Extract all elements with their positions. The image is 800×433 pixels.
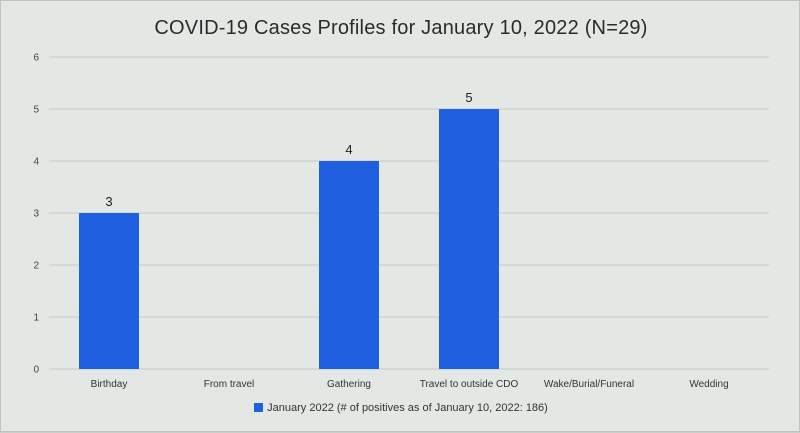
legend-swatch [254, 403, 264, 412]
y-tick-label: 2 [33, 261, 39, 272]
bar-birthday [79, 213, 139, 369]
chart-title: COVID-19 Cases Profiles for January 10, … [154, 17, 648, 39]
y-axis-ticks: 0 1 2 3 4 5 6 [33, 53, 39, 376]
bars [79, 109, 499, 369]
data-labels: 3 4 5 [105, 90, 472, 209]
data-label: 5 [465, 90, 472, 105]
y-tick-label: 5 [33, 105, 39, 116]
legend: January 2022 (# of positives as of Janua… [1, 402, 800, 414]
x-axis-categories: Birthday From travel Gathering Travel to ou… [91, 379, 729, 390]
data-label: 3 [105, 194, 112, 209]
y-tick-label: 0 [33, 365, 39, 376]
x-category-label: From travel [204, 379, 255, 390]
x-category-label: Wake/Burial/Funeral [544, 379, 634, 390]
x-category-label: Gathering [327, 379, 371, 390]
y-tick-label: 4 [33, 157, 39, 168]
y-tick-label: 1 [33, 313, 39, 324]
bar-gathering [319, 161, 379, 369]
legend-label: January 2022 (# of positives as of Janua… [267, 402, 548, 414]
y-tick-label: 6 [33, 53, 39, 64]
data-label: 4 [345, 142, 352, 157]
y-tick-label: 3 [33, 209, 39, 220]
gridlines [49, 56, 769, 370]
x-category-label: Birthday [91, 379, 128, 390]
bar-travel-to-outside-cdo [439, 109, 499, 369]
x-category-label: Travel to outside CDO [420, 379, 519, 390]
x-category-label: Wedding [689, 379, 728, 390]
